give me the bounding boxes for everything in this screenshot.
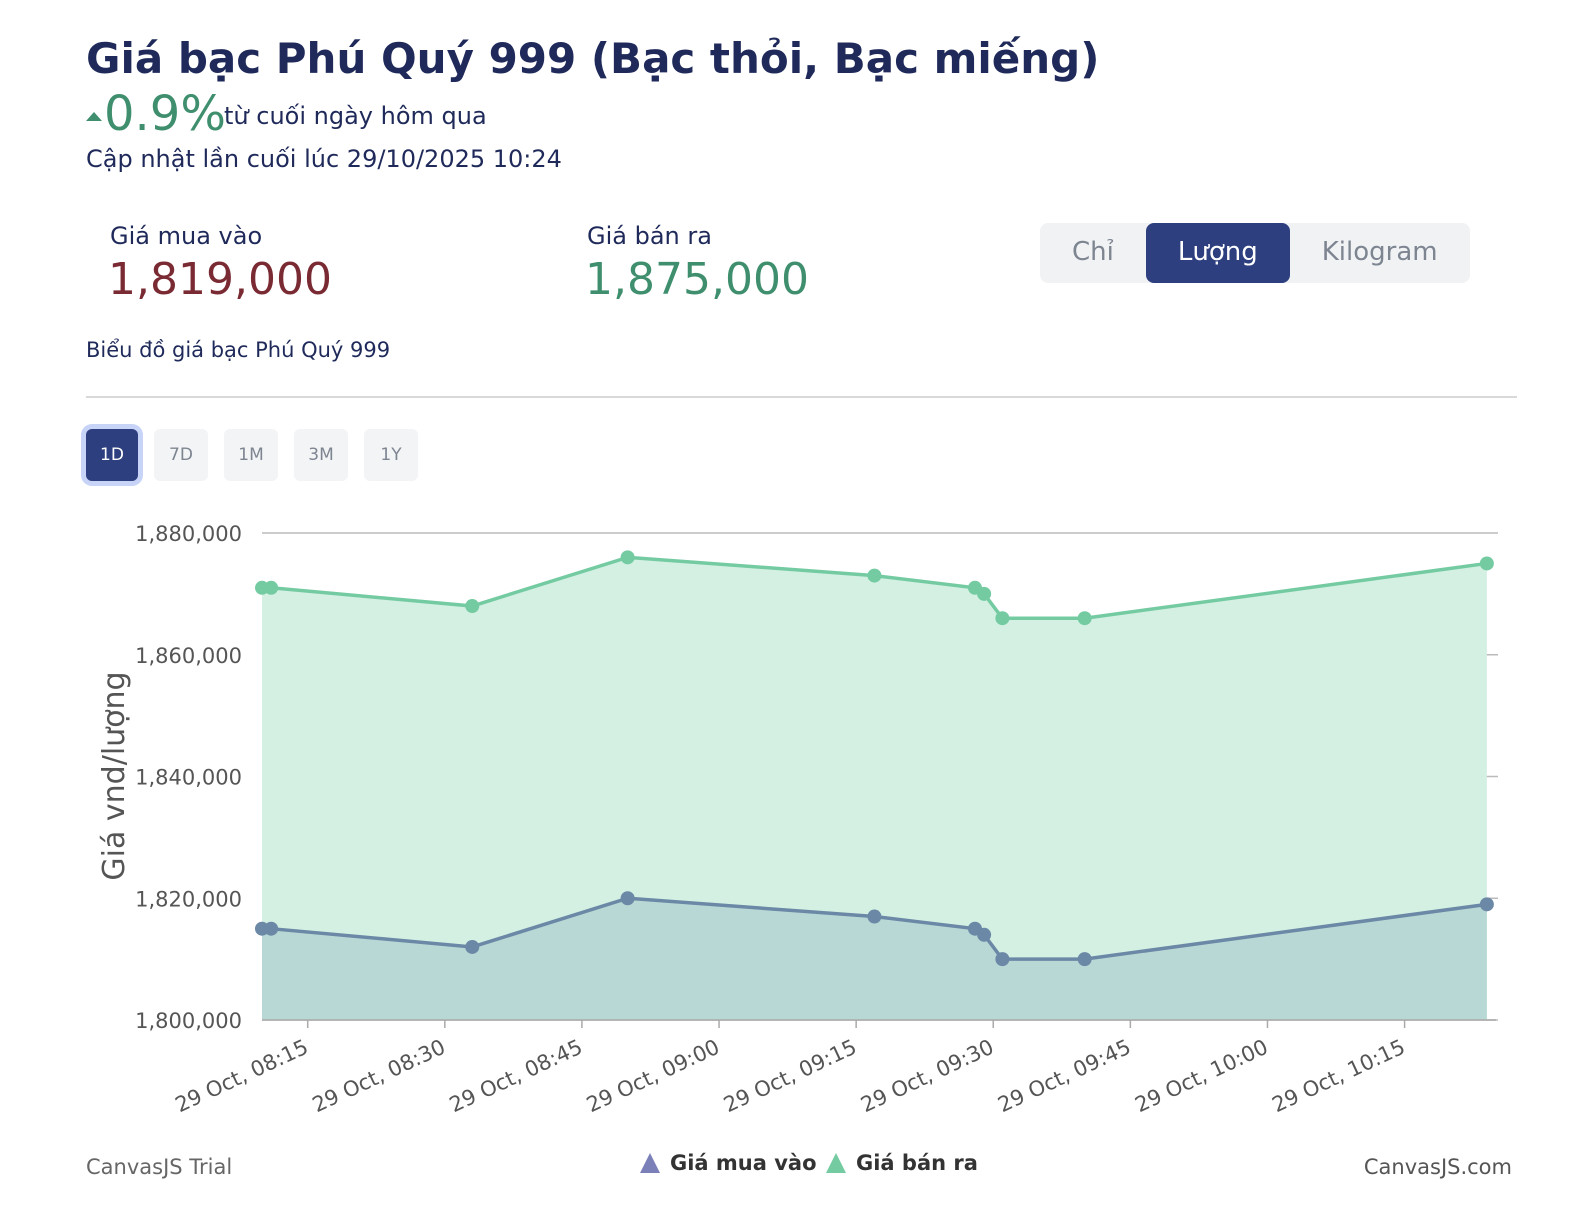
unit-tabs: Chỉ Lượng Kilogram — [1040, 223, 1470, 283]
point — [867, 568, 882, 583]
point — [995, 952, 1010, 967]
point — [1077, 952, 1092, 967]
unit-tab[interactable]: Kilogram — [1321, 237, 1438, 267]
y-tick-label: 1,880,000 — [135, 522, 242, 546]
footer-left: CanvasJS Trial — [86, 1155, 233, 1179]
sell-label: Giá bán ra — [587, 222, 712, 250]
x-tick-label: 29 Oct, 09:30 — [857, 1035, 997, 1117]
updated: Cập nhật lần cuối lúc 29/10/2025 10:24 — [86, 145, 562, 173]
sell-value: 1,875,000 — [585, 254, 809, 305]
point — [264, 921, 279, 936]
y-tick-label: 1,820,000 — [135, 887, 242, 911]
range-tab[interactable]: 1D — [86, 429, 138, 481]
point — [1077, 611, 1092, 626]
x-tick-label: 29 Oct, 10:00 — [1131, 1035, 1271, 1117]
x-tick-label: 29 Oct, 09:45 — [994, 1035, 1134, 1117]
buy-value: 1,819,000 — [108, 254, 332, 305]
point — [995, 611, 1010, 626]
point — [620, 550, 635, 565]
range-tab[interactable]: 3M — [294, 429, 348, 481]
range-tabs: 1D 7D 1M 3M 1Y — [86, 429, 418, 481]
x-tick-label: 29 Oct, 09:00 — [583, 1035, 723, 1117]
line — [262, 896, 1488, 961]
legend-label: Giá mua vào — [670, 1151, 817, 1175]
legend-label: Giá bán ra — [856, 1151, 978, 1175]
point — [264, 580, 279, 595]
y-tick-label: 1,860,000 — [135, 644, 242, 668]
point — [465, 939, 480, 954]
y-axis-title: Giá vnd/lượng — [97, 671, 132, 880]
range-tab[interactable]: 7D — [154, 429, 208, 481]
point — [1479, 897, 1494, 912]
unit-tab[interactable]: Chỉ — [1072, 237, 1114, 267]
y-tick-label: 1,800,000 — [135, 1009, 242, 1033]
legend-marker — [826, 1153, 846, 1173]
chart-caption: Biểu đồ giá bạc Phú Quý 999 — [86, 338, 391, 362]
x-tick-label: 29 Oct, 09:15 — [720, 1035, 860, 1117]
point — [1479, 556, 1494, 571]
legend-marker — [640, 1153, 660, 1173]
point — [620, 891, 635, 906]
range-tab[interactable]: 1Y — [364, 429, 418, 481]
x-tick-label: 29 Oct, 08:30 — [309, 1035, 449, 1117]
area — [262, 557, 1487, 1020]
point — [977, 927, 992, 942]
page-title: Giá bạc Phú Quý 999 (Bạc thỏi, Bạc miếng… — [86, 34, 1100, 83]
line — [262, 555, 1488, 620]
range-tab[interactable]: 1M — [224, 429, 278, 481]
change-note: từ cuối ngày hôm qua — [224, 102, 487, 130]
divider — [86, 396, 1517, 398]
point — [977, 586, 992, 601]
x-tick-label: 29 Oct, 10:15 — [1268, 1035, 1408, 1117]
x-tick-label: 29 Oct, 08:15 — [172, 1035, 312, 1117]
change: 0.9% — [104, 86, 226, 142]
buy-label: Giá mua vào — [110, 222, 263, 250]
area — [262, 898, 1487, 1020]
point — [465, 599, 480, 614]
footer-right: CanvasJS.com — [1363, 1155, 1512, 1179]
y-tick-label: 1,840,000 — [135, 766, 242, 790]
x-tick-label: 29 Oct, 08:45 — [446, 1035, 586, 1117]
up-arrow — [86, 112, 102, 121]
unit-tab[interactable]: Lượng — [1145, 223, 1290, 283]
point — [867, 909, 882, 924]
